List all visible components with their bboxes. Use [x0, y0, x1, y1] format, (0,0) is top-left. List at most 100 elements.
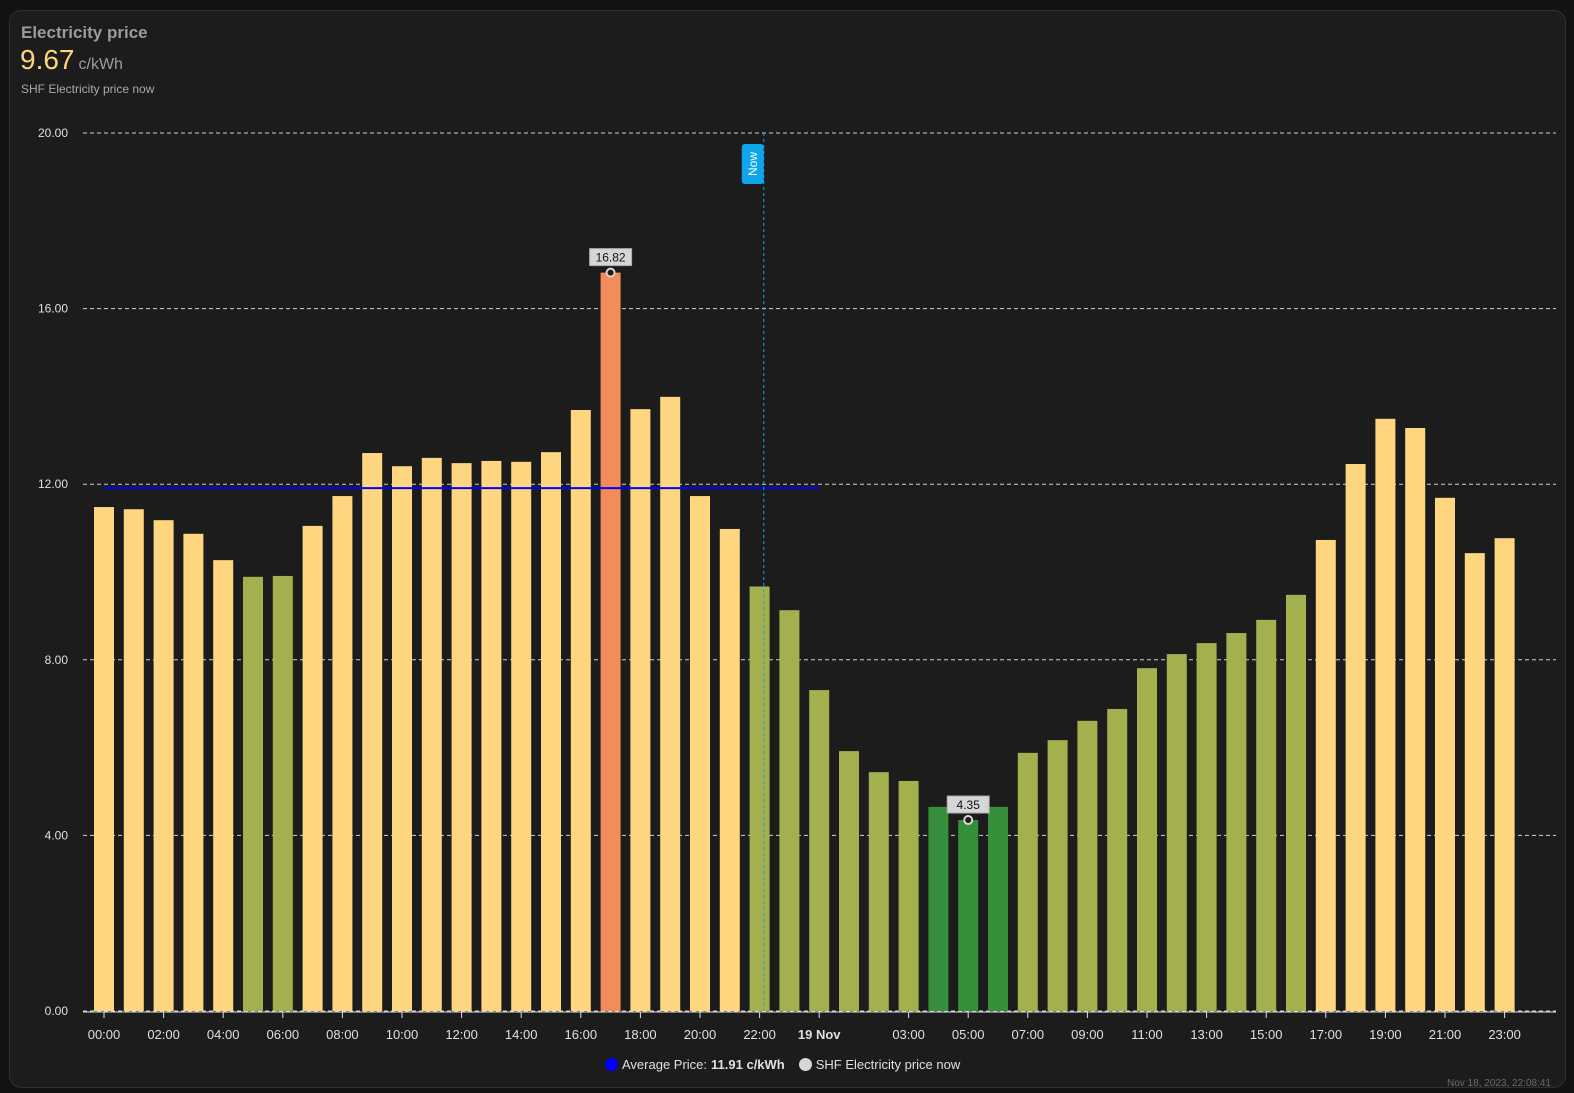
price-bar[interactable] — [511, 461, 532, 1011]
x-tick-label: 13:00 — [1190, 1027, 1223, 1042]
x-tick-label: 23:00 — [1488, 1027, 1521, 1042]
price-bar[interactable] — [958, 820, 979, 1011]
card-title: Electricity price — [21, 23, 148, 42]
now-legend-label[interactable]: SHF Electricity price now — [815, 1057, 961, 1072]
y-tick-label: 0.00 — [45, 1004, 69, 1018]
price-bar[interactable] — [1494, 538, 1515, 1011]
price-bar[interactable] — [1315, 539, 1336, 1011]
average-legend-marker[interactable] — [605, 1058, 618, 1071]
y-tick-label: 12.00 — [38, 477, 68, 491]
price-bar[interactable] — [481, 460, 502, 1012]
price-bar[interactable] — [630, 409, 651, 1012]
price-bar[interactable] — [332, 496, 353, 1012]
x-tick-label: 07:00 — [1012, 1027, 1045, 1042]
price-bar[interactable] — [988, 806, 1008, 1011]
price-chart: 0.00 4.00 8.00 12.00 16.00 20.00 00:00 02:00 04:… — [38, 126, 1556, 1042]
price-bar[interactable] — [809, 690, 830, 1011]
price-bar[interactable] — [183, 533, 204, 1011]
price-bar[interactable] — [1256, 619, 1277, 1011]
price-bar[interactable] — [1137, 668, 1157, 1011]
price-unit: c/kWh — [78, 56, 123, 73]
point-label-box — [589, 248, 633, 267]
price-bar[interactable] — [1435, 497, 1455, 1012]
price-bar[interactable] — [1047, 740, 1068, 1011]
x-tick-label: 12:00 — [445, 1027, 478, 1042]
x-tick-label: 03:00 — [892, 1027, 925, 1042]
x-tick-label: 21:00 — [1429, 1027, 1462, 1042]
price-bar[interactable] — [839, 751, 859, 1011]
price-bar[interactable] — [213, 560, 234, 1011]
x-tick-label: 06:00 — [267, 1027, 300, 1042]
x-tick-label: 11:00 — [1131, 1027, 1163, 1042]
card-subtitle: SHF Electricity price now — [21, 82, 155, 96]
now-legend-marker[interactable] — [798, 1058, 812, 1071]
price-bar[interactable] — [1196, 643, 1217, 1011]
x-tick-label: 08:00 — [326, 1027, 359, 1042]
point-label-box — [946, 795, 990, 814]
price-bar[interactable] — [1166, 654, 1187, 1011]
price-bar[interactable] — [94, 507, 114, 1011]
price-bar[interactable] — [749, 586, 770, 1011]
price-bar[interactable] — [719, 528, 740, 1011]
price-bar[interactable] — [1017, 752, 1038, 1011]
price-bar[interactable] — [153, 520, 174, 1011]
x-tick-label: 19 Nov — [798, 1027, 841, 1042]
x-tick-label: 18:00 — [624, 1027, 657, 1042]
price-bar[interactable] — [660, 396, 681, 1011]
current-price: 9.67 c/kWh — [20, 44, 123, 76]
price-bar[interactable] — [690, 496, 710, 1012]
price-bar[interactable] — [243, 576, 263, 1011]
price-bar[interactable] — [600, 272, 621, 1011]
current-price-value: 9.67 — [20, 44, 75, 75]
price-bar[interactable] — [1286, 594, 1306, 1011]
price-bar[interactable] — [1226, 633, 1247, 1011]
extreme-point-marker — [605, 267, 616, 278]
price-bar[interactable] — [1405, 428, 1426, 1011]
price-bar[interactable] — [1107, 708, 1128, 1011]
price-bar[interactable] — [1077, 720, 1098, 1011]
price-bar[interactable] — [362, 453, 383, 1011]
x-tick-label: 04:00 — [207, 1027, 240, 1042]
point-label: 16.82 — [596, 251, 626, 265]
last-updated-timestamp: Nov 18, 2023, 22:08:41 — [1447, 1078, 1551, 1089]
price-bar[interactable] — [898, 780, 919, 1011]
x-tick-label: 14:00 — [505, 1027, 538, 1042]
x-tick-label: 16:00 — [565, 1027, 598, 1042]
x-tick-label: 09:00 — [1071, 1027, 1104, 1042]
price-bar[interactable] — [272, 575, 293, 1011]
price-bar[interactable] — [1375, 418, 1396, 1011]
chart-legend: Average Price: 11.91 c/kWh SHF Electrici… — [605, 1057, 960, 1072]
price-bar[interactable] — [928, 806, 949, 1011]
average-legend-value: 11.91 c/kWh — [711, 1057, 785, 1072]
extreme-point-marker — [963, 815, 974, 826]
x-tick-label: 02:00 — [147, 1027, 180, 1042]
y-tick-label: 16.00 — [38, 302, 68, 316]
y-tick-label: 8.00 — [45, 653, 69, 667]
price-bar[interactable] — [1464, 553, 1485, 1011]
price-bar[interactable] — [570, 410, 591, 1011]
y-tick-label: 20.00 — [38, 126, 68, 140]
y-tick-label: 4.00 — [45, 828, 69, 842]
x-tick-label: 05:00 — [952, 1027, 985, 1042]
now-label-badge — [741, 144, 764, 184]
electricity-price-card: Electricity price 9.67 c/kWh SHF Electric… — [9, 10, 1566, 1089]
price-bar[interactable] — [541, 452, 561, 1011]
x-tick-label: 19:00 — [1369, 1027, 1402, 1042]
price-bar[interactable] — [392, 466, 412, 1011]
average-legend-label[interactable]: Average Price: — [622, 1057, 708, 1072]
price-bar[interactable] — [868, 772, 889, 1011]
x-tick-label: 17:00 — [1310, 1027, 1343, 1042]
x-tick-label: 00:00 — [88, 1027, 121, 1042]
point-label: 4.35 — [957, 798, 981, 812]
x-tick-label: 20:00 — [684, 1027, 717, 1042]
now-label: Now — [746, 152, 760, 176]
x-tick-label: 22:00 — [743, 1027, 776, 1042]
price-bar[interactable] — [123, 509, 144, 1011]
x-tick-label: 10:00 — [386, 1027, 419, 1042]
price-bar[interactable] — [302, 525, 323, 1011]
price-bar[interactable] — [1345, 464, 1366, 1012]
x-tick-label: 15:00 — [1250, 1027, 1283, 1042]
price-bar[interactable] — [421, 457, 442, 1011]
price-bar[interactable] — [451, 463, 472, 1011]
price-bar[interactable] — [779, 610, 800, 1011]
